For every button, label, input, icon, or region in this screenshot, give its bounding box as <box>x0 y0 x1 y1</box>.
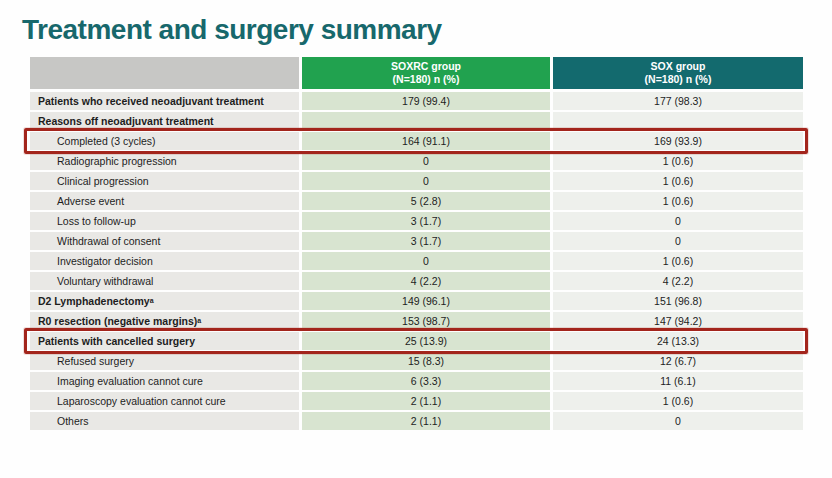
soxrc-group-n: (N=180) n (%) <box>393 73 460 86</box>
sox-group-name: SOX group <box>651 60 706 73</box>
sox-value: 147 (94.2) <box>553 312 803 330</box>
soxrc-value: 15 (8.3) <box>302 352 550 370</box>
table-row: R0 resection (negative margins)a153 (98.… <box>30 312 802 330</box>
slide-footer: MADRID 2023 ESMO congress Chen LI M.D. a… <box>0 433 832 478</box>
summary-table: SOXRC group (N=180) n (%) SOX group (N=1… <box>30 57 802 432</box>
row-label: Imaging evaluation cannot cure <box>30 372 299 390</box>
table-row: Patients with cancelled surgery25 (13.9)… <box>30 332 802 350</box>
row-label: Withdrawal of consent <box>30 232 299 250</box>
sox-value: 1 (0.6) <box>553 392 803 410</box>
table-body: Patients who received neoadjuvant treatm… <box>30 92 802 430</box>
soxrc-value: 3 (1.7) <box>302 212 550 230</box>
row-label: Voluntary withdrawal <box>30 272 299 290</box>
table-header-blank-cell <box>30 57 299 89</box>
sox-value: 4 (2.2) <box>553 272 803 290</box>
soxrc-group-name: SOXRC group <box>391 60 461 73</box>
sox-value: 0 <box>553 212 803 230</box>
table-row: Radiographic progression01 (0.6) <box>30 152 802 170</box>
soxrc-value: 25 (13.9) <box>302 332 550 350</box>
row-label: Patients who received neoadjuvant treatm… <box>30 92 299 110</box>
table-row: Imaging evaluation cannot cure6 (3.3)11 … <box>30 372 802 390</box>
table-row: Completed (3 cycles)164 (91.1)169 (93.9) <box>30 132 802 150</box>
table-row: Investigator decision01 (0.6) <box>30 252 802 270</box>
table-header-soxrc-group: SOXRC group (N=180) n (%) <box>302 57 550 89</box>
row-label: Investigator decision <box>30 252 299 270</box>
sox-value: 151 (96.8) <box>553 292 803 310</box>
soxrc-value: 0 <box>302 152 550 170</box>
row-label: Loss to follow-up <box>30 212 299 230</box>
table-row: Refused surgery15 (8.3)12 (6.7) <box>30 352 802 370</box>
table-row: Adverse event5 (2.8)1 (0.6) <box>30 192 802 210</box>
row-label: Radiographic progression <box>30 152 299 170</box>
table-row: Loss to follow-up3 (1.7)0 <box>30 212 802 230</box>
table-row: Laparoscopy evaluation cannot cure2 (1.1… <box>30 392 802 410</box>
table-row: Reasons off neoadjuvant treatment <box>30 112 802 130</box>
table-row: Others2 (1.1)0 <box>30 412 802 430</box>
sox-value: 1 (0.6) <box>553 252 803 270</box>
sox-value: 0 <box>553 232 803 250</box>
table-header-row: SOXRC group (N=180) n (%) SOX group (N=1… <box>30 57 802 89</box>
row-label: Patients with cancelled surgery <box>30 332 299 350</box>
soxrc-value: 0 <box>302 172 550 190</box>
sox-value: 1 (0.6) <box>553 192 803 210</box>
row-label: Others <box>30 412 299 430</box>
table-header-sox-group: SOX group (N=180) n (%) <box>553 57 803 89</box>
row-label: Clinical progression <box>30 172 299 190</box>
sox-value: 0 <box>553 412 803 430</box>
soxrc-value: 6 (3.3) <box>302 372 550 390</box>
row-label: D2 Lymphadenectomya <box>30 292 299 310</box>
soxrc-value: 0 <box>302 252 550 270</box>
table-row: Withdrawal of consent3 (1.7)0 <box>30 232 802 250</box>
sox-value: 169 (93.9) <box>553 132 803 150</box>
soxrc-value: 2 (1.1) <box>302 412 550 430</box>
row-label: R0 resection (negative margins)a <box>30 312 299 330</box>
soxrc-value: 164 (91.1) <box>302 132 550 150</box>
soxrc-value: 3 (1.7) <box>302 232 550 250</box>
soxrc-value: 4 (2.2) <box>302 272 550 290</box>
row-label: Laparoscopy evaluation cannot cure <box>30 392 299 410</box>
sox-value: 1 (0.6) <box>553 172 803 190</box>
soxrc-value <box>302 112 550 130</box>
row-label: Adverse event <box>30 192 299 210</box>
sox-value: 177 (98.3) <box>553 92 803 110</box>
sox-value: 12 (6.7) <box>553 352 803 370</box>
row-label: Refused surgery <box>30 352 299 370</box>
slide-title: Treatment and surgery summary <box>22 14 442 46</box>
sox-value: 11 (6.1) <box>553 372 803 390</box>
table-row: Clinical progression01 (0.6) <box>30 172 802 190</box>
row-label: Reasons off neoadjuvant treatment <box>30 112 299 130</box>
soxrc-value: 2 (1.1) <box>302 392 550 410</box>
soxrc-value: 179 (99.4) <box>302 92 550 110</box>
presentation-slide: Treatment and surgery summary SOXRC grou… <box>0 0 832 478</box>
row-label: Completed (3 cycles) <box>30 132 299 150</box>
soxrc-value: 5 (2.8) <box>302 192 550 210</box>
soxrc-value: 153 (98.7) <box>302 312 550 330</box>
sox-value: 24 (13.3) <box>553 332 803 350</box>
sox-value <box>553 112 803 130</box>
table-row: D2 Lymphadenectomya149 (96.1)151 (96.8) <box>30 292 802 310</box>
soxrc-value: 149 (96.1) <box>302 292 550 310</box>
sox-value: 1 (0.6) <box>553 152 803 170</box>
sox-group-n: (N=180) n (%) <box>645 73 712 86</box>
table-row: Patients who received neoadjuvant treatm… <box>30 92 802 110</box>
table-row: Voluntary withdrawal4 (2.2)4 (2.2) <box>30 272 802 290</box>
